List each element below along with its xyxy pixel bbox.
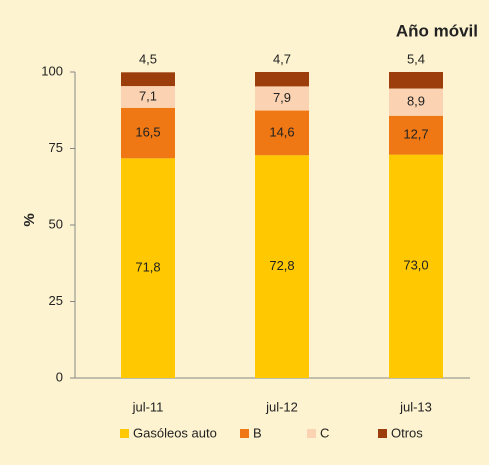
data-label: 7,9 — [273, 90, 291, 105]
bar-segment — [121, 107, 175, 159]
bar-segment — [121, 72, 175, 87]
data-label: 14,6 — [269, 124, 294, 139]
y-tick-label: 75 — [49, 140, 63, 155]
data-label: 12,7 — [403, 127, 428, 142]
legend-swatch — [307, 429, 316, 438]
data-label: 71,8 — [135, 260, 160, 275]
legend-label: Gasóleos auto — [133, 425, 217, 440]
bar-segment — [255, 86, 309, 111]
bar-segment — [389, 72, 443, 89]
data-label: 73,0 — [403, 258, 428, 273]
y-axis-label: % — [21, 213, 38, 226]
chart-title: Año móvil — [396, 21, 478, 40]
bar-segment — [389, 115, 443, 155]
data-label: 7,1 — [139, 88, 157, 103]
legend-swatch — [240, 429, 249, 438]
bar-segment — [255, 72, 309, 87]
data-label: 4,7 — [273, 51, 291, 66]
y-tick-label: 0 — [56, 369, 63, 384]
legend-label: Otros — [391, 425, 423, 440]
bar-segment — [389, 154, 443, 378]
bar-segment — [121, 86, 175, 108]
bar-segment — [121, 158, 175, 378]
x-tick-label: jul-13 — [399, 399, 432, 414]
data-label: 5,4 — [407, 51, 425, 66]
data-label: 16,5 — [135, 124, 160, 139]
y-tick-label: 50 — [49, 216, 63, 231]
data-label: 4,5 — [139, 52, 157, 67]
y-tick-label: 25 — [49, 293, 63, 308]
legend-swatch — [378, 429, 387, 438]
data-label: 8,9 — [407, 94, 425, 109]
data-label: 72,8 — [269, 258, 294, 273]
legend-swatch — [120, 429, 129, 438]
bar-segment — [255, 155, 309, 378]
bar-segment — [255, 110, 309, 156]
legend-label: B — [253, 425, 262, 440]
bar-segment — [389, 88, 443, 116]
x-tick-label: jul-11 — [132, 399, 164, 414]
y-tick-label: 100 — [41, 63, 63, 78]
legend-label: C — [320, 425, 329, 440]
x-tick-label: jul-12 — [265, 399, 298, 414]
